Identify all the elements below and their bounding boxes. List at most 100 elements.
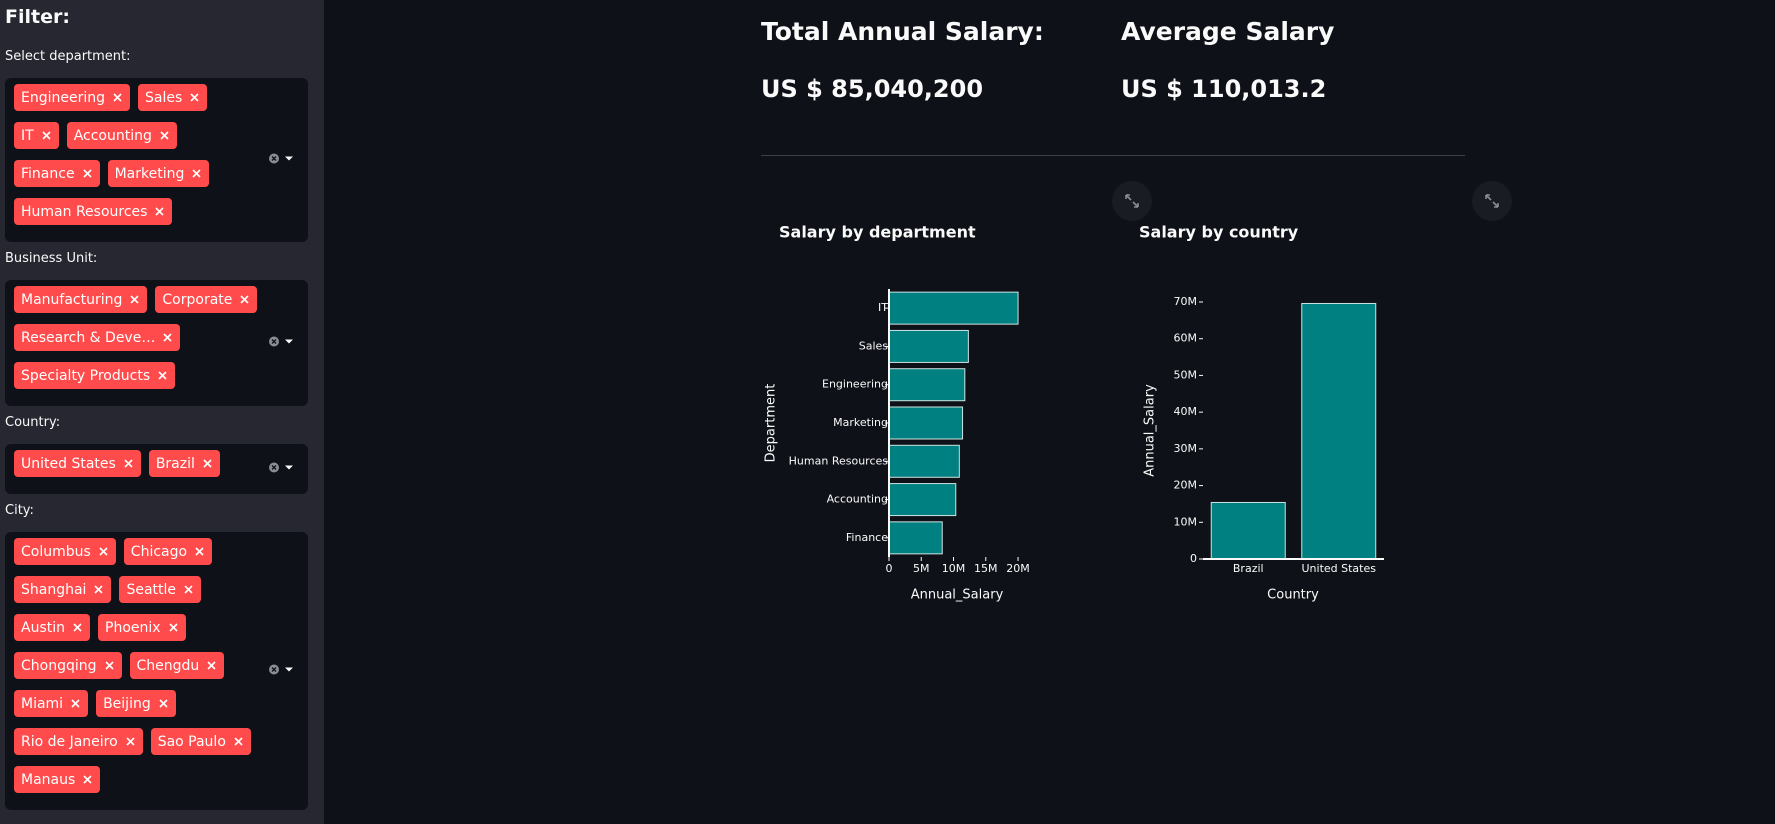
tag: Research & Deve… xyxy=(14,324,181,351)
tag-label: Accounting xyxy=(73,127,152,144)
tag-remove[interactable] xyxy=(125,736,136,747)
clear-all[interactable] xyxy=(268,663,296,677)
tag-row: Shanghai Seattle xyxy=(14,576,308,603)
x-tick-label: 20M xyxy=(1006,562,1030,575)
bar xyxy=(888,291,1019,325)
filter-label: City: xyxy=(5,503,34,518)
tag-row: Miami Beijing xyxy=(14,690,308,717)
tag-row: Rio de Janeiro Sao Paulo xyxy=(14,728,308,755)
tag-remove[interactable] xyxy=(41,130,52,141)
tag-remove[interactable] xyxy=(162,332,173,343)
tag-label: Phoenix xyxy=(105,619,161,636)
tag-label: Sales xyxy=(145,89,183,106)
tag-remove[interactable] xyxy=(82,168,93,179)
tag: Marketing xyxy=(107,160,210,187)
bar xyxy=(888,406,964,440)
tag-remove[interactable] xyxy=(158,698,169,709)
clear-all[interactable] xyxy=(268,152,296,166)
tag-remove[interactable] xyxy=(112,92,123,103)
multiselect[interactable]: Columbus Chicago Shanghai Seattle Austin Phoe… xyxy=(5,532,308,810)
tag-row: Columbus Chicago xyxy=(14,538,308,565)
y-tick-label: Accounting xyxy=(827,493,888,506)
tag-remove[interactable] xyxy=(123,458,134,469)
y-tick-label: Sales xyxy=(859,339,889,352)
tag-remove[interactable] xyxy=(233,736,244,747)
tag-label: Shanghai xyxy=(21,581,87,598)
metric-value: US $ 85,040,200 xyxy=(761,75,984,103)
tag-row: United States Brazil xyxy=(14,450,308,477)
x-tick-label: 15M xyxy=(974,562,998,575)
y-axis-title: Department xyxy=(764,384,779,463)
y-tick-label: Engineering xyxy=(822,378,888,391)
chart-title: Salary by department xyxy=(779,223,976,242)
tag: Rio de Janeiro xyxy=(14,728,143,755)
tag-row: Chongqing Chengdu xyxy=(14,652,308,679)
tag-remove[interactable] xyxy=(191,168,202,179)
tag-label: Miami xyxy=(21,695,64,712)
tag: Accounting xyxy=(66,122,177,149)
tag-remove[interactable] xyxy=(104,660,115,671)
tag-label: Austin xyxy=(21,619,65,636)
expand-button[interactable] xyxy=(1472,181,1512,221)
multiselect[interactable]: Manufacturing Corporate Research & Deve… Sp… xyxy=(5,280,308,406)
tag-row: Austin Phoenix xyxy=(14,614,308,641)
tag-remove[interactable] xyxy=(239,294,250,305)
tag-remove[interactable] xyxy=(70,698,81,709)
y-axis-title: Annual_Salary xyxy=(1143,384,1158,477)
tag-remove[interactable] xyxy=(72,622,83,633)
x-tick-label: Brazil xyxy=(1233,562,1264,575)
tag: Engineering xyxy=(14,84,130,111)
clear-all[interactable] xyxy=(268,335,296,349)
tag-label: Columbus xyxy=(21,543,91,560)
x-axis-title: Annual_Salary xyxy=(911,588,1004,603)
tag-remove[interactable] xyxy=(129,294,140,305)
bar xyxy=(888,444,960,478)
tag-row: Manaus xyxy=(14,766,308,793)
tag-remove[interactable] xyxy=(206,660,217,671)
multiselect[interactable]: Engineering Sales IT Accounting Finance Marke… xyxy=(5,78,308,242)
y-tick-label: 60M xyxy=(1174,332,1198,345)
tag: Shanghai xyxy=(14,576,112,603)
x-axis-title: Country xyxy=(1267,588,1319,603)
clear-all[interactable] xyxy=(268,461,296,475)
tag-row: Specialty Products xyxy=(14,362,308,389)
tag-remove[interactable] xyxy=(154,206,165,217)
sidebar: Filter: Select department: Engineering Sal… xyxy=(0,0,324,824)
tag-remove[interactable] xyxy=(157,370,168,381)
tag: Chongqing xyxy=(14,652,122,679)
tag-remove[interactable] xyxy=(82,774,93,785)
bar xyxy=(1301,302,1377,560)
y-tick-label: Marketing xyxy=(833,416,888,429)
tag-remove[interactable] xyxy=(189,92,200,103)
tag-remove[interactable] xyxy=(93,584,104,595)
tag-remove[interactable] xyxy=(159,130,170,141)
controls xyxy=(268,460,296,479)
tag-label: Finance xyxy=(21,165,75,182)
tag-remove[interactable] xyxy=(194,546,205,557)
tag-label: Beijing xyxy=(103,695,151,712)
tag-label: Engineering xyxy=(21,89,105,106)
expand-button[interactable] xyxy=(1112,181,1152,221)
tag-remove[interactable] xyxy=(98,546,109,557)
bar xyxy=(888,368,966,402)
tag: Human Resources xyxy=(14,198,173,225)
tag-label: Chengdu xyxy=(136,657,200,674)
tag-remove[interactable] xyxy=(168,622,179,633)
tag-remove[interactable] xyxy=(183,584,194,595)
controls xyxy=(268,334,296,353)
tag: Miami xyxy=(14,690,89,717)
multiselect[interactable]: United States Brazil xyxy=(5,444,308,494)
y-tick-label: 70M xyxy=(1174,295,1198,308)
metric-label: Average Salary xyxy=(1121,17,1335,46)
tag-remove[interactable] xyxy=(202,458,213,469)
y-tick-label: 20M xyxy=(1174,479,1198,492)
tag-label: Specialty Products xyxy=(21,367,151,384)
tag: Manufacturing xyxy=(14,286,148,313)
sidebar-title: Filter: xyxy=(5,6,70,28)
tag-label: Marketing xyxy=(114,165,185,182)
tag-label: Chicago xyxy=(130,543,188,560)
tag: Manaus xyxy=(14,766,101,793)
metric-value: US $ 110,013.2 xyxy=(1121,75,1327,103)
bar xyxy=(888,521,943,555)
